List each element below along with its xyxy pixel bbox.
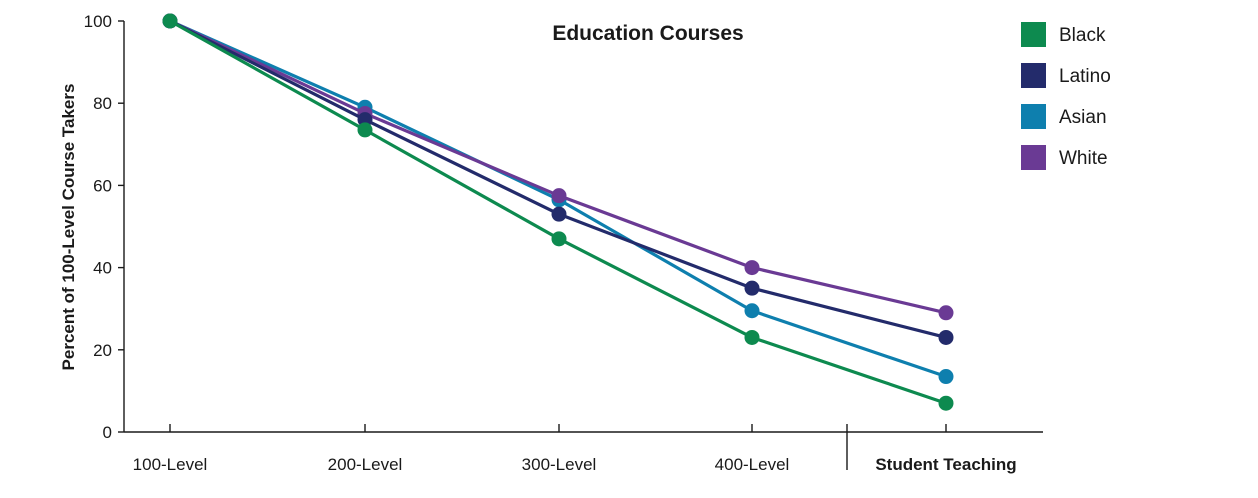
series-white <box>162 13 954 321</box>
legend-swatch-black <box>1021 22 1046 47</box>
data-point-black <box>162 13 178 29</box>
x-ticks: 100-Level 200-Level 300-Level 400-Level Stud… <box>133 424 1017 474</box>
legend-label-black: Black <box>1059 25 1106 46</box>
data-point-white <box>744 260 760 276</box>
y-tick-label: 40 <box>93 259 112 278</box>
legend-swatch-asian <box>1021 104 1046 129</box>
series-line-white <box>168 19 948 315</box>
legend-item-white: White <box>1021 145 1108 170</box>
legend-item-asian: Asian <box>1021 104 1107 129</box>
data-point-asian <box>744 303 760 319</box>
y-axis-title: Percent of 100-Level Course Takers <box>59 84 78 371</box>
series-black <box>162 13 954 411</box>
x-tick-label: 200-Level <box>328 455 403 474</box>
legend: Black Latino Asian White <box>1021 22 1111 170</box>
legend-label-white: White <box>1059 148 1108 169</box>
y-ticks: 0 20 40 60 80 100 <box>84 12 124 442</box>
legend-item-black: Black <box>1021 22 1106 47</box>
y-tick-label: 0 <box>103 423 112 442</box>
chart-title: Education Courses <box>552 22 743 45</box>
series-layer <box>162 13 954 411</box>
x-tick-label: 300-Level <box>522 455 597 474</box>
y-tick-label: 20 <box>93 341 112 360</box>
legend-label-latino: Latino <box>1059 66 1111 87</box>
legend-swatch-white <box>1021 145 1046 170</box>
series-line-latino <box>168 19 948 340</box>
y-tick-label: 100 <box>84 12 112 31</box>
x-tick-label: 400-Level <box>715 455 790 474</box>
data-point-latino <box>551 206 567 222</box>
data-point-white <box>551 188 567 204</box>
y-tick-label: 80 <box>93 94 112 113</box>
data-point-asian <box>938 369 954 385</box>
data-point-latino <box>744 280 760 296</box>
y-tick-label: 60 <box>93 176 112 195</box>
legend-swatch-latino <box>1021 63 1046 88</box>
x-tick-label: Student Teaching <box>875 455 1016 474</box>
data-point-black <box>551 231 567 247</box>
data-point-latino <box>938 329 954 345</box>
data-point-white <box>938 305 954 321</box>
data-point-black <box>357 122 373 138</box>
data-point-black <box>938 395 954 411</box>
legend-label-asian: Asian <box>1059 107 1107 128</box>
data-point-latino <box>357 112 373 128</box>
x-tick-label: 100-Level <box>133 455 208 474</box>
series-latino <box>162 13 954 345</box>
data-point-black <box>744 329 760 345</box>
legend-item-latino: Latino <box>1021 63 1111 88</box>
